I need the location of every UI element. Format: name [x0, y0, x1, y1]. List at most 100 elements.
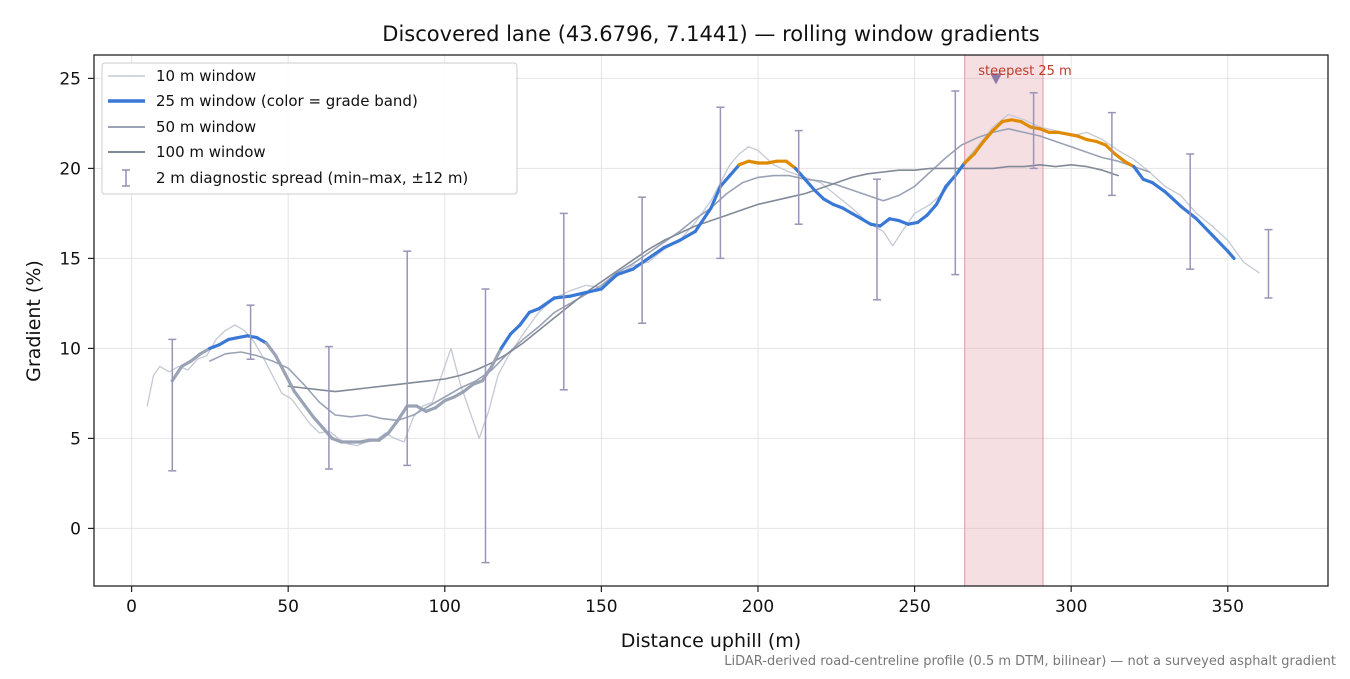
series-segment-25m	[414, 404, 428, 413]
footnote: LiDAR-derived road-centreline profile (0…	[724, 654, 1336, 669]
series-segment-25m	[264, 341, 278, 358]
x-tick-label: 250	[898, 597, 930, 617]
steepest-marker	[990, 73, 1003, 85]
highlight-label: steepest 25 m	[978, 64, 1071, 79]
series-segment-25m	[934, 184, 948, 206]
series-segment-25m	[584, 287, 603, 295]
y-tick-label: 25	[59, 69, 81, 89]
series-segment-25m	[1179, 204, 1199, 221]
series-segment-25m	[944, 174, 957, 188]
series-segment-25m	[925, 202, 939, 217]
legend-label-25m: 25 m window (color = grade band)	[156, 92, 418, 110]
y-tick-label: 20	[59, 159, 81, 179]
series-segment-25m	[859, 217, 873, 226]
x-tick-label: 100	[429, 597, 461, 617]
errorbar-layer	[168, 90, 1273, 564]
series-segment-25m	[693, 206, 713, 233]
series-segment-25m	[217, 337, 231, 347]
series-segment-25m	[377, 431, 391, 442]
series-segment-25m	[568, 291, 588, 298]
legend: 10 m window 25 m window (color = grade b…	[101, 62, 518, 195]
chart-title: Discovered lane (43.6796, 7.1441) — roll…	[382, 22, 1039, 46]
x-tick-label: 300	[1055, 597, 1087, 617]
y-tick-label: 15	[59, 249, 81, 269]
marker-layer	[990, 73, 1003, 85]
series-segment-25m	[709, 184, 722, 210]
series-segment-25m	[878, 217, 892, 228]
highlight-layer	[964, 54, 1044, 587]
series-segment-25m	[424, 406, 437, 413]
series-segment-25m	[953, 161, 967, 178]
series-segment-25m	[897, 219, 910, 226]
y-tick-label: 10	[59, 339, 81, 359]
y-tick-label: 0	[70, 519, 81, 539]
series-segment-25m	[490, 346, 503, 368]
series-segment-25m	[283, 372, 297, 394]
series-segment-25m	[170, 364, 184, 383]
legend-box	[101, 62, 518, 195]
series-segment-25m	[499, 332, 513, 350]
series-segment-25m	[189, 352, 203, 363]
series-segment-25m	[737, 159, 751, 167]
series-segment-25m	[850, 211, 863, 221]
series-segment-25m	[793, 166, 807, 181]
series-segment-25m	[471, 379, 484, 386]
legend-swatch-errorbar	[122, 169, 130, 187]
series-segment-25m	[198, 346, 212, 356]
series-segment-25m	[292, 390, 306, 406]
series-segment-25m	[518, 310, 531, 327]
series-segment-25m	[537, 296, 557, 311]
series-segment-25m	[321, 426, 334, 440]
x-axis-label: Distance uphill (m)	[621, 630, 801, 652]
series-segment-25m	[1019, 119, 1033, 129]
series-segment-25m	[678, 229, 697, 242]
series-segment-25m	[552, 294, 572, 300]
tick-layer: 0 50 100 150 200 250 300 350 0 5 10 15 20 25	[59, 69, 1244, 617]
series-segment-25m	[991, 119, 1004, 133]
series-segment-25m	[1141, 177, 1155, 185]
series-segment-25m	[631, 256, 650, 271]
series-segment-25m	[1194, 217, 1214, 237]
legend-label-50m: 50 m window	[156, 118, 256, 136]
series-segment-25m	[1151, 181, 1167, 194]
series-segment-25m	[461, 382, 475, 394]
series-segment-25m	[443, 395, 456, 403]
series-segment-25m	[1132, 165, 1145, 181]
series-segment-25m	[784, 159, 798, 170]
series-line-100m	[287, 164, 1119, 393]
series-segment-25m	[386, 418, 400, 435]
series-segment-25m	[480, 364, 494, 383]
legend-label-errorbar: 2 m diagnostic spread (min–max, ±12 m)	[156, 169, 468, 187]
series-segment-25m	[1163, 190, 1183, 208]
series-segment-25m	[803, 177, 816, 192]
series-segment-25m	[1226, 249, 1236, 260]
series-segment-25m	[1104, 143, 1117, 156]
x-tick-label: 200	[742, 597, 774, 617]
y-tick-label: 5	[70, 429, 81, 449]
steepest-window-band	[964, 54, 1044, 587]
series-segment-25m	[527, 307, 541, 314]
x-tick-label: 0	[126, 597, 137, 617]
series-segment-25m	[840, 206, 854, 215]
series-segment-25m	[831, 202, 845, 210]
series-segment-25m	[963, 152, 976, 165]
series-segment-25m	[396, 404, 409, 422]
series-segment-25m	[452, 390, 466, 399]
series-segment-25m	[822, 197, 835, 206]
series-segment-25m	[662, 238, 682, 250]
series-segment-25m	[1122, 159, 1136, 169]
series-segment-25m	[728, 163, 741, 178]
legend-label-10m: 10 m window	[156, 67, 256, 85]
series-segment-25m	[1210, 233, 1230, 253]
series-segment-25m	[274, 354, 287, 376]
series-segment-25m	[433, 399, 447, 410]
series-segment-25m	[812, 188, 826, 201]
legend-label-100m: 100 m window	[156, 143, 266, 161]
x-tick-label: 150	[585, 597, 617, 617]
series-segment-25m	[1113, 152, 1127, 163]
x-tick-label: 350	[1212, 597, 1244, 617]
series-segment-25m	[330, 436, 344, 444]
series-segment-25m	[718, 174, 732, 188]
series-segment-25m	[208, 343, 221, 350]
